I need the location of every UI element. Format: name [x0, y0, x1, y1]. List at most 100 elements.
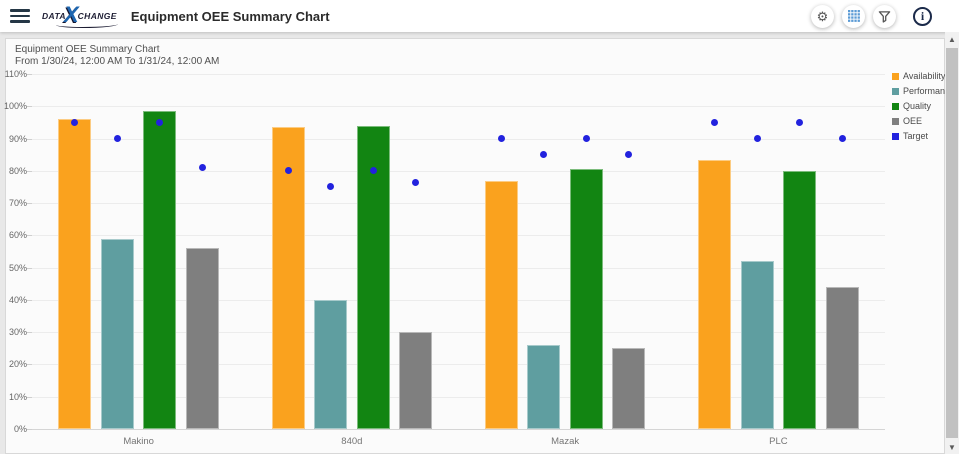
y-tick-label-90: 90% — [8, 133, 27, 144]
gridline-40 — [32, 299, 885, 301]
gear-icon: ⚙ — [816, 8, 829, 24]
y-tick-label-80: 80% — [8, 165, 27, 176]
y-tick-mark-40 — [27, 299, 32, 301]
y-tick-mark-30 — [27, 332, 32, 334]
legend-swatch-target — [892, 132, 899, 140]
settings-button[interactable]: ⚙ — [811, 4, 834, 28]
funnel-icon — [878, 10, 891, 23]
bar-availability-makino[interactable] — [58, 119, 92, 429]
y-tick-label-100: 100% — [3, 101, 27, 112]
gridline-110 — [32, 74, 885, 75]
header-actions: ⚙ i — [803, 4, 949, 28]
bar-quality-840d[interactable] — [356, 125, 390, 429]
bar-oee-plc[interactable] — [825, 287, 859, 429]
bar-quality-plc[interactable] — [783, 170, 817, 429]
target-dot-oee-makino[interactable] — [198, 164, 206, 172]
grid-view-button[interactable] — [842, 4, 865, 28]
scrollbar-down-arrow[interactable]: ▼ — [948, 443, 956, 452]
y-tick-label-50: 50% — [8, 262, 27, 273]
y-tick-mark-100 — [27, 106, 32, 108]
menu-icon[interactable] — [10, 9, 30, 23]
target-dot-availability-makino[interactable] — [71, 118, 79, 126]
bar-quality-mazak[interactable] — [569, 169, 603, 429]
legend-item-availability[interactable]: Availability — [892, 71, 945, 81]
chart-title: Equipment OEE Summary Chart — [15, 44, 160, 55]
target-dot-performance-840d[interactable] — [327, 183, 335, 191]
chart-card: Equipment OEE Summary Chart From 1/30/24… — [4, 38, 955, 454]
gridline-30 — [32, 332, 885, 334]
bar-oee-mazak[interactable] — [612, 348, 646, 429]
gridline-60 — [32, 235, 885, 237]
legend-item-target[interactable]: Target — [892, 131, 944, 141]
scrollbar-thumb[interactable] — [946, 48, 958, 438]
chart-legend: Availability Performance Quality OEE Target — [892, 71, 955, 146]
y-tick-mark-70 — [27, 203, 32, 205]
gridline-70 — [32, 203, 885, 205]
y-tick-label-10: 10% — [8, 391, 27, 402]
app-header: DATA X CHANGE Equipment OEE Summary Char… — [0, 0, 959, 32]
y-tick-label-40: 40% — [8, 294, 27, 305]
target-dot-performance-mazak[interactable] — [540, 151, 548, 159]
gridline-100 — [32, 106, 885, 108]
x-label-840d: 840d — [341, 436, 363, 447]
legend-label-quality: Quality — [903, 101, 932, 111]
filter-button[interactable] — [873, 4, 896, 28]
gridline-80 — [32, 170, 885, 172]
gridline-0 — [32, 429, 885, 430]
page-title: Equipment OEE Summary Chart — [130, 8, 330, 24]
gridline-20 — [32, 364, 885, 366]
target-dot-quality-makino[interactable] — [156, 118, 164, 126]
target-dot-quality-840d[interactable] — [369, 167, 377, 175]
bar-performance-840d[interactable] — [314, 299, 348, 429]
bar-quality-makino[interactable] — [143, 111, 177, 429]
y-axis: 0% 10% 20% 30% 40% 50% 60% 70% 80% 90% 100% 110% — [4, 69, 27, 434]
info-icon: i — [920, 9, 925, 23]
bar-performance-mazak[interactable] — [527, 345, 561, 429]
dataxchange-logo: DATA X CHANGE — [42, 2, 118, 30]
y-tick-label-30: 30% — [8, 327, 27, 338]
bar-performance-plc[interactable] — [740, 261, 774, 429]
legend-swatch-availability — [892, 72, 899, 80]
target-dot-performance-makino[interactable] — [113, 135, 121, 143]
x-label-makino: Makino — [123, 436, 154, 447]
y-tick-mark-90 — [27, 138, 32, 140]
y-tick-mark-110 — [27, 74, 32, 75]
target-dot-oee-plc[interactable] — [838, 135, 846, 143]
bar-availability-plc[interactable] — [698, 159, 732, 429]
logo-text-data: DATA — [42, 11, 66, 21]
legend-item-oee[interactable]: OEE — [892, 116, 944, 126]
target-dot-availability-840d[interactable] — [284, 167, 292, 175]
legend-swatch-oee — [892, 117, 899, 125]
bar-availability-840d[interactable] — [271, 127, 305, 429]
target-dot-quality-mazak[interactable] — [582, 135, 590, 143]
logo-text-change: CHANGE — [77, 11, 117, 21]
target-dot-performance-plc[interactable] — [753, 135, 761, 143]
x-label-mazak: Mazak — [551, 436, 580, 447]
logo-x: X — [63, 2, 79, 27]
x-label-plc: PLC — [769, 436, 788, 447]
target-dot-availability-mazak[interactable] — [497, 135, 505, 143]
legend-label-target: Target — [903, 131, 929, 141]
bar-availability-mazak[interactable] — [484, 180, 518, 429]
target-dot-oee-840d[interactable] — [412, 178, 420, 186]
info-button[interactable]: i — [913, 6, 932, 26]
y-tick-label-0: 0% — [13, 424, 27, 434]
legend-swatch-performance — [892, 87, 899, 95]
y-tick-mark-80 — [27, 170, 32, 172]
y-tick-label-20: 20% — [8, 359, 27, 370]
bar-performance-makino[interactable] — [100, 238, 134, 429]
target-dot-oee-mazak[interactable] — [625, 151, 633, 159]
target-dot-quality-plc[interactable] — [796, 118, 804, 126]
scrollbar-up-arrow[interactable]: ▲ — [948, 35, 956, 44]
legend-item-quality[interactable]: Quality — [892, 101, 944, 111]
target-dot-availability-plc[interactable] — [711, 118, 719, 126]
legend-label-performance: Performance — [903, 86, 955, 96]
legend-item-performance[interactable]: Performance — [892, 86, 955, 96]
chart-subtitle: From 1/30/24, 12:00 AM To 1/31/24, 12:00… — [15, 56, 220, 67]
y-tick-mark-60 — [27, 235, 32, 237]
bar-oee-840d[interactable] — [399, 332, 433, 429]
gridline-90 — [32, 138, 885, 140]
y-tick-label-70: 70% — [8, 198, 27, 209]
y-tick-mark-10 — [27, 396, 32, 398]
bar-oee-makino[interactable] — [185, 248, 219, 429]
